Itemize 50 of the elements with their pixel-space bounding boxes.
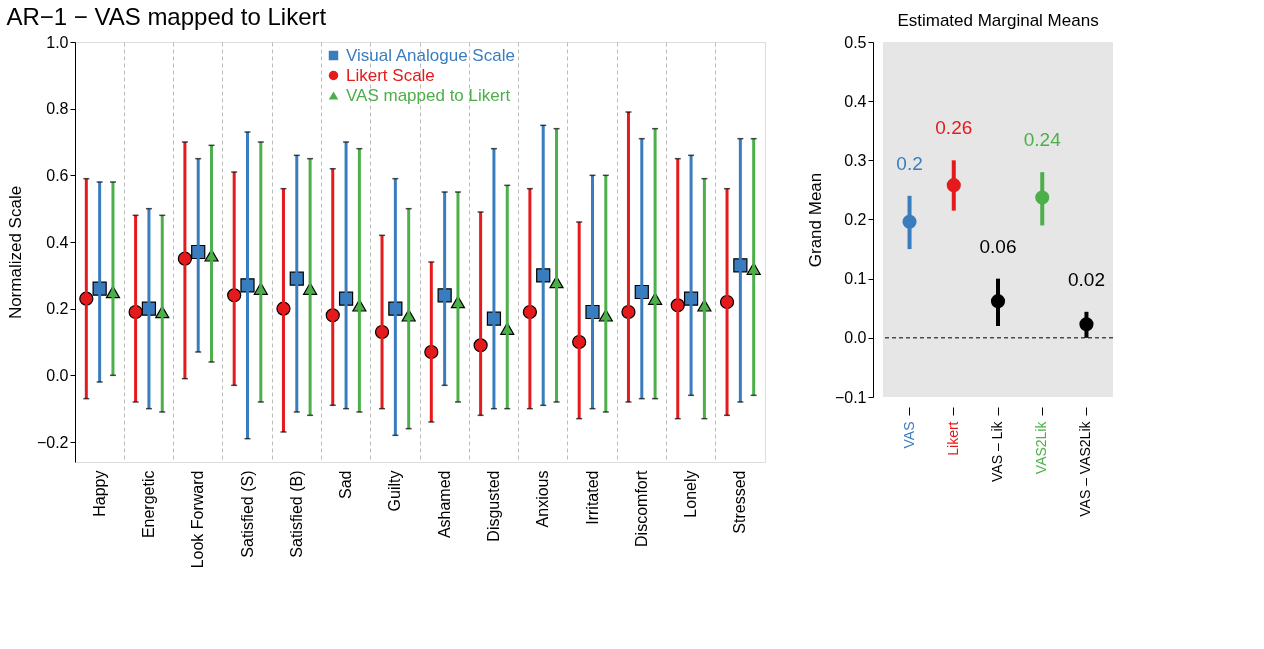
- y-tick-label: −0.1: [834, 388, 867, 406]
- y-tick-label: 0.4: [46, 233, 69, 251]
- y-tick-label: 0.3: [844, 151, 867, 169]
- x-tick-label: VAS2Lik: [1033, 420, 1050, 475]
- x-tick-label: Lonely: [682, 470, 700, 518]
- x-tick-label: Guilty: [386, 470, 404, 512]
- x-tick-label: Happy: [90, 470, 108, 517]
- x-tick-label: Irritated: [583, 470, 601, 525]
- x-tick-label: Stressed: [731, 470, 749, 534]
- x-tick-label: Sad: [337, 470, 355, 499]
- x-tick-label: Satisfied (B): [287, 470, 305, 558]
- x-tick-label: VAS – VAS2Lik: [1077, 420, 1094, 517]
- x-tick-label: Look Forward: [189, 470, 207, 569]
- data-label: 0.2: [896, 152, 923, 174]
- y-tick-label: 0.0: [46, 366, 69, 384]
- x-tick-label: Likert: [944, 421, 961, 456]
- y-tick-label: −0.2: [36, 433, 69, 451]
- y-tick-label: 1.0: [46, 33, 69, 51]
- y-tick-label: 0.8: [46, 100, 69, 118]
- data-label: 0.24: [1023, 129, 1062, 151]
- x-tick-label: Energetic: [139, 470, 157, 539]
- y-tick-label: 0.6: [46, 166, 69, 184]
- y-tick-label: 0.2: [46, 300, 69, 318]
- x-tick-label: VAS – Lik: [989, 420, 1005, 482]
- x-tick-label: VAS: [900, 421, 917, 449]
- x-tick-label: Discomfort: [632, 469, 650, 547]
- point: [990, 294, 1006, 309]
- x-tick-label: Disgusted: [484, 470, 502, 542]
- y-tick-label: 0.1: [844, 270, 867, 288]
- chart-title: AR−1 − VAS mapped to Likert: [6, 3, 327, 30]
- data-label: 0.26: [935, 117, 973, 139]
- y-tick-label: 0.4: [844, 92, 867, 110]
- point: [902, 214, 917, 229]
- y-axis-title: Grand Mean: [805, 172, 825, 268]
- point: [1035, 190, 1050, 205]
- legend-label: VAS mapped to Likert: [346, 85, 511, 105]
- y-tick-label: 0.2: [844, 211, 867, 228]
- point: [1079, 317, 1094, 332]
- x-tick-label: Anxious: [534, 470, 552, 528]
- legend-label: Visual Analogue Scale: [346, 45, 515, 65]
- point: [946, 178, 961, 193]
- chart-title: Estimated Marginal Means: [897, 11, 1099, 30]
- data-label: 0.02: [1067, 268, 1105, 290]
- y-tick-label: 0.0: [844, 329, 867, 347]
- y-axis-title: Normalized Scale: [5, 185, 25, 320]
- x-tick-label: Satisfied (S): [238, 470, 256, 558]
- x-tick-label: Ashamed: [435, 470, 453, 539]
- y-tick-label: 0.5: [844, 33, 867, 51]
- legend-label: Likert Scale: [346, 65, 435, 85]
- data-label: 0.06: [979, 235, 1017, 257]
